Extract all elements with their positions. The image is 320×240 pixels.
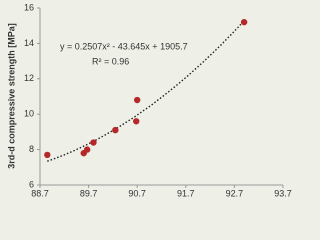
page: {"chart_data": {"type": "scatter", "y_la…	[0, 0, 300, 200]
point	[133, 118, 140, 125]
x-tick-label: 88.7	[31, 188, 49, 198]
chart: 3rd-d compressive strength [MPa] y = 0.2…	[0, 0, 300, 200]
x-tick-label: 91.7	[177, 188, 195, 198]
y-tick-label: 12	[24, 73, 34, 83]
point	[90, 139, 97, 146]
x-tick-label: 92.7	[226, 188, 244, 198]
annotation: y = 0.2507x² - 43.645x + 1905.7	[60, 41, 188, 51]
y-tick-label: 10	[24, 109, 34, 119]
y-tick-label: 16	[24, 2, 34, 12]
y-tick-label: 8	[29, 144, 34, 154]
x-tick-label: 90.7	[128, 188, 146, 198]
x-tick-label: 93.7	[274, 188, 292, 198]
trendline	[47, 20, 245, 162]
annotation: R² = 0.96	[92, 56, 129, 66]
y-tick-label: 14	[24, 38, 34, 48]
y-axis-title: 3rd-d compressive strength [MPa]	[6, 23, 16, 169]
background	[0, 0, 300, 200]
point	[83, 146, 91, 153]
x-tick-label: 89.7	[80, 188, 98, 198]
point	[112, 126, 119, 134]
point	[240, 18, 248, 26]
y-tick-label: 6	[29, 179, 34, 189]
point	[134, 96, 141, 104]
point	[44, 151, 51, 159]
